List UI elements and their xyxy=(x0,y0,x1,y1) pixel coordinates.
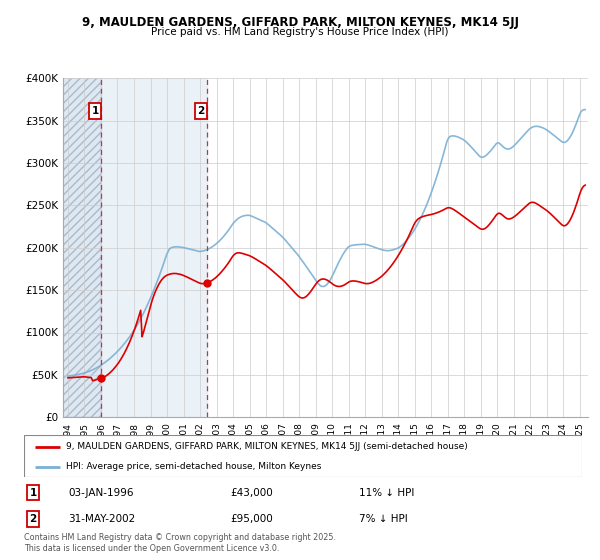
Text: £43,000: £43,000 xyxy=(230,488,273,498)
Text: £95,000: £95,000 xyxy=(230,514,273,524)
Text: 31-MAY-2002: 31-MAY-2002 xyxy=(68,514,136,524)
Text: 03-JAN-1996: 03-JAN-1996 xyxy=(68,488,134,498)
Bar xyxy=(63,78,101,417)
Text: 2: 2 xyxy=(197,106,205,116)
Text: Contains HM Land Registry data © Crown copyright and database right 2025.
This d: Contains HM Land Registry data © Crown c… xyxy=(24,533,336,553)
Text: 9, MAULDEN GARDENS, GIFFARD PARK, MILTON KEYNES, MK14 5JJ: 9, MAULDEN GARDENS, GIFFARD PARK, MILTON… xyxy=(82,16,518,29)
Text: HPI: Average price, semi-detached house, Milton Keynes: HPI: Average price, semi-detached house,… xyxy=(66,462,321,471)
Bar xyxy=(63,78,101,417)
Text: 1: 1 xyxy=(29,488,37,498)
Text: 7% ↓ HPI: 7% ↓ HPI xyxy=(359,514,407,524)
Text: 2: 2 xyxy=(29,514,37,524)
FancyBboxPatch shape xyxy=(24,435,582,477)
Text: 9, MAULDEN GARDENS, GIFFARD PARK, MILTON KEYNES, MK14 5JJ (semi-detached house): 9, MAULDEN GARDENS, GIFFARD PARK, MILTON… xyxy=(66,442,467,451)
Bar xyxy=(101,78,207,417)
Text: 1: 1 xyxy=(91,106,98,116)
Text: Price paid vs. HM Land Registry's House Price Index (HPI): Price paid vs. HM Land Registry's House … xyxy=(151,27,449,37)
Text: 11% ↓ HPI: 11% ↓ HPI xyxy=(359,488,414,498)
